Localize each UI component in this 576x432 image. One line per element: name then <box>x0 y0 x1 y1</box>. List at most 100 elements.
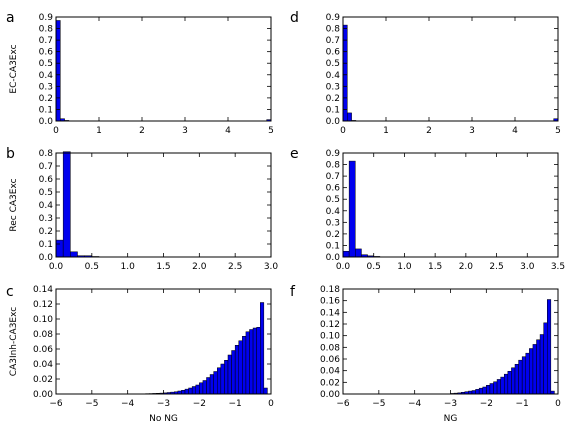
ytick-label-f-4: 0.08 <box>320 343 340 353</box>
xtick-label-b-5: 2.5 <box>228 262 242 272</box>
bar-f-8 <box>478 387 484 395</box>
bar-c-31 <box>252 327 257 395</box>
xtick-label-d-3: 3 <box>469 126 475 136</box>
ytick-label-a-5: 0.5 <box>39 59 53 69</box>
bar-f-18 <box>514 364 519 395</box>
xtick-label-c-4: −2 <box>193 399 206 409</box>
bar-f-27 <box>547 299 552 395</box>
xtick-label-f-1: −5 <box>372 399 385 409</box>
ytick-label-e-1: 0.1 <box>326 241 340 251</box>
xtick-label-f-0: −6 <box>336 399 350 409</box>
ytick-label-e-0: 0.0 <box>326 253 341 263</box>
ytick-label-c-0: 0.00 <box>33 390 53 400</box>
ytick-label-f-6: 0.12 <box>320 320 340 330</box>
bar-f-26 <box>543 322 548 395</box>
bar-f-11 <box>489 383 494 395</box>
bar-c-20 <box>213 371 218 395</box>
panel-label-e: e <box>290 146 299 162</box>
xtick-label-f-5: −1 <box>516 399 529 409</box>
bar-c-26 <box>234 345 239 395</box>
panel-label-d: d <box>290 10 299 26</box>
ylabel-c: CA3Inh-CA3Exc <box>9 307 19 376</box>
ytick-label-f-8: 0.16 <box>320 297 340 307</box>
xtick-label-a-4: 4 <box>225 126 231 136</box>
bar-b-2 <box>70 251 78 258</box>
ytick-label-d-3: 0.3 <box>326 82 340 92</box>
bar-e-1 <box>348 160 356 258</box>
ytick-label-d-9: 0.9 <box>326 13 341 23</box>
ytick-label-a-4: 0.4 <box>39 71 54 81</box>
xtick-label-e-7: 3.5 <box>551 262 565 272</box>
bar-f-22 <box>529 348 534 395</box>
ytick-label-a-1: 0.1 <box>39 105 53 115</box>
xtick-label-e-2: 1.0 <box>397 262 412 272</box>
ytick-label-e-9: 0.9 <box>326 149 341 159</box>
ytick-label-b-8: 0.8 <box>39 149 54 159</box>
ytick-label-c-4: 0.08 <box>33 330 53 340</box>
bar-d-1 <box>347 112 352 122</box>
ytick-label-a-2: 0.2 <box>39 94 53 104</box>
bar-e-0 <box>342 250 350 258</box>
bar-c-34 <box>263 387 268 395</box>
xlabel-c: No NG <box>149 414 178 424</box>
bar-c-17 <box>202 380 207 395</box>
panel-a: 0 1 2 3 4 5 0.0 0.10.2 0.30.4 0.50.6 0.70.8 0.9 a EC-… <box>6 10 274 136</box>
xlabel-f: NG <box>444 414 458 424</box>
panel-label-c: c <box>6 284 14 300</box>
bar-f-20 <box>521 356 526 395</box>
xtick-label-b-2: 1.0 <box>121 262 136 272</box>
ytick-label-d-2: 0.2 <box>326 94 340 104</box>
ytick-label-a-7: 0.7 <box>39 36 53 46</box>
xtick-label-a-5: 5 <box>268 126 274 136</box>
ytick-label-d-1: 0.1 <box>326 105 340 115</box>
ylabel-a: EC-CA3Exc <box>9 44 19 93</box>
bar-f-10 <box>486 385 491 395</box>
xtick-label-a-1: 1 <box>96 126 102 136</box>
ytick-label-f-7: 0.14 <box>320 308 340 318</box>
ytick-label-f-0: 0.00 <box>320 390 340 400</box>
ytick-label-a-8: 0.8 <box>39 25 54 35</box>
ytick-label-c-3: 0.06 <box>33 345 53 355</box>
bar-c-11 <box>181 390 186 395</box>
xtick-label-b-0: 0.0 <box>49 262 64 272</box>
panel-e: 0.0 0.5 1.0 1.5 2.0 2.5 3.0 3.5 0.0 0.10.2 0.30.4 0… <box>290 146 565 272</box>
xtick-label-a-2: 2 <box>139 126 145 136</box>
xtick-label-e-6: 3.0 <box>520 262 535 272</box>
plot-frame-b <box>55 152 272 258</box>
ytick-label-e-2: 0.2 <box>326 230 340 240</box>
ytick-label-b-1: 0.1 <box>39 240 53 250</box>
ytick-label-a-6: 0.6 <box>39 48 54 58</box>
xtick-label-e-0: 0.0 <box>336 262 351 272</box>
xtick-label-a-0: 0 <box>53 126 59 136</box>
ytick-label-a-9: 0.9 <box>39 13 54 23</box>
ytick-label-b-0: 0.0 <box>39 253 54 263</box>
bar-c-27 <box>238 340 243 395</box>
bar-c-32 <box>256 327 261 395</box>
ytick-label-c-5: 0.10 <box>33 315 53 325</box>
xtick-label-c-2: −4 <box>121 399 135 409</box>
bar-c-21 <box>217 367 222 395</box>
bar-f-21 <box>525 352 530 395</box>
bar-f-23 <box>532 344 537 395</box>
ytick-label-e-5: 0.5 <box>326 195 340 205</box>
xtick-label-c-6: 0 <box>268 399 274 409</box>
bar-c-14 <box>191 386 196 395</box>
bar-f-9 <box>482 386 487 395</box>
xtick-label-a-3: 3 <box>182 126 188 136</box>
ytick-label-b-2: 0.2 <box>39 227 53 237</box>
plot-frame-d <box>342 16 559 122</box>
bar-c-18 <box>206 377 211 395</box>
xtick-label-e-4: 2.0 <box>459 262 474 272</box>
ytick-label-d-6: 0.6 <box>326 48 341 58</box>
ylabel-b: Rec CA3Exc <box>9 178 19 231</box>
plot-frame-a <box>55 16 272 122</box>
ytick-label-a-3: 0.3 <box>39 82 53 92</box>
panel-c: −6 −5 −4 −3 −2 −1 0 0.00 0.02 0.04 0.06 0.08 0.10 0.1… <box>6 284 274 424</box>
xtick-label-c-3: −3 <box>157 399 170 409</box>
bar-b-1 <box>62 151 71 258</box>
xtick-label-f-6: 0 <box>555 399 561 409</box>
ytick-label-f-3: 0.06 <box>320 355 340 365</box>
xtick-label-d-0: 0 <box>340 126 346 136</box>
ytick-label-f-1: 0.02 <box>320 378 340 388</box>
bar-c-33 <box>260 302 265 395</box>
